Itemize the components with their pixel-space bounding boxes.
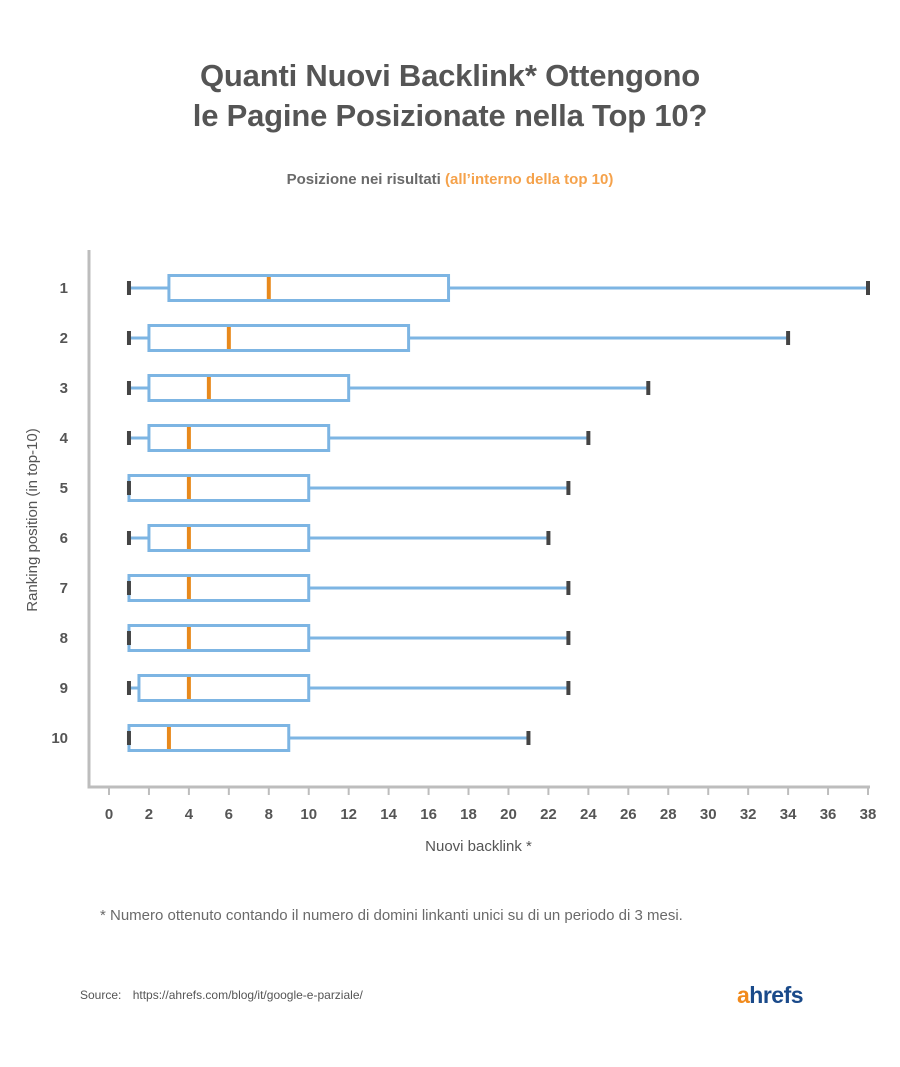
x-tick-label-30: 30 xyxy=(700,806,717,823)
x-tick-label-34: 34 xyxy=(780,806,797,823)
x-tick-label-12: 12 xyxy=(340,806,357,823)
x-axis-label: Nuovi backlink * xyxy=(425,838,532,855)
source-line: Source: https://ahrefs.com/blog/it/googl… xyxy=(80,988,363,1002)
x-tick-label-0: 0 xyxy=(105,806,113,823)
x-tick-label-36: 36 xyxy=(820,806,837,823)
y-tick-label-7: 7 xyxy=(60,580,68,597)
logo-rest: hrefs xyxy=(749,982,804,1008)
x-tick-label-2: 2 xyxy=(145,806,153,823)
box-2 xyxy=(147,324,411,352)
subtitle-highlight: (all’interno della top 10) xyxy=(445,171,614,188)
footnote: * Numero ottenuto contando il numero di … xyxy=(100,907,683,924)
y-tick-label-8: 8 xyxy=(60,630,68,647)
x-tick-label-26: 26 xyxy=(620,806,637,823)
y-tick-label-2: 2 xyxy=(60,330,68,347)
x-tick-label-18: 18 xyxy=(460,806,477,823)
x-tick-label-32: 32 xyxy=(740,806,757,823)
x-tick-label-24: 24 xyxy=(580,806,597,823)
x-tick-label-20: 20 xyxy=(500,806,517,823)
box-10 xyxy=(127,724,291,752)
y-axis-label: Ranking position (in top-10) xyxy=(24,428,41,611)
x-tick-label-38: 38 xyxy=(860,806,877,823)
y-tick-label-9: 9 xyxy=(60,680,68,697)
box-5 xyxy=(127,474,311,502)
x-tick-label-14: 14 xyxy=(380,806,397,823)
x-tick-label-16: 16 xyxy=(420,806,437,823)
ahrefs-logo: ahrefs xyxy=(737,982,804,1009)
y-tick-label-3: 3 xyxy=(60,380,68,397)
x-tick-label-28: 28 xyxy=(660,806,677,823)
logo-a: a xyxy=(737,982,750,1008)
subtitle-main: Posizione nei risultati xyxy=(286,171,441,188)
chart-title: Quanti Nuovi Backlink* Ottengono le Pagi… xyxy=(0,56,900,136)
box-1 xyxy=(167,274,451,302)
box-9 xyxy=(137,674,311,702)
x-tick-label-8: 8 xyxy=(265,806,273,823)
y-tick-label-1: 1 xyxy=(60,280,68,297)
box-6 xyxy=(147,524,311,552)
y-tick-label-6: 6 xyxy=(60,530,68,547)
title-line-2: le Pagine Posizionate nella Top 10? xyxy=(192,98,708,133)
box-7 xyxy=(127,574,311,602)
y-tick-label-4: 4 xyxy=(60,430,69,447)
source-url[interactable]: https://ahrefs.com/blog/it/google-e-parz… xyxy=(132,988,363,1002)
x-tick-label-10: 10 xyxy=(300,806,317,823)
x-tick-label-6: 6 xyxy=(225,806,233,823)
box-8 xyxy=(127,624,311,652)
y-tick-label-10: 10 xyxy=(51,730,68,747)
x-tick-label-22: 22 xyxy=(540,806,557,823)
y-tick-label-5: 5 xyxy=(60,480,68,497)
box-3 xyxy=(147,374,351,402)
chart-subtitle: Posizione nei risultati (all’interno del… xyxy=(0,171,900,188)
x-tick-label-4: 4 xyxy=(185,806,194,823)
box-4 xyxy=(147,424,331,452)
title-line-1: Quanti Nuovi Backlink* Ottengono xyxy=(200,58,700,93)
source-label: Source: xyxy=(80,988,122,1002)
